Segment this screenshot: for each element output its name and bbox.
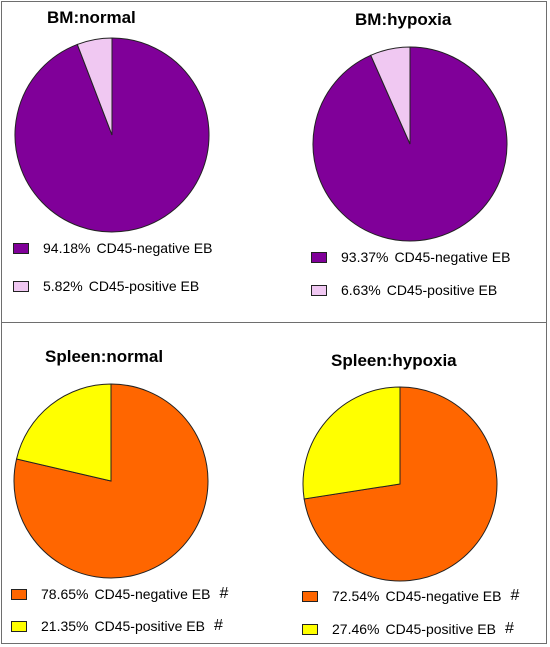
legend-swatch bbox=[311, 251, 327, 263]
legend-item: 21.35% CD45-positive EB # bbox=[11, 617, 223, 635]
chart-title: BM:normal bbox=[47, 8, 136, 27]
legend-swatch bbox=[11, 620, 27, 632]
legend-item: 72.54% CD45-negative EB # bbox=[302, 587, 519, 605]
slice-label: CD45-negative EB bbox=[385, 588, 502, 604]
slice-percent: 72.54% bbox=[332, 588, 380, 604]
legend-item: 78.65% CD45-negative EB # bbox=[11, 585, 228, 603]
slice-label: CD45-negative EB bbox=[394, 249, 511, 265]
chart-title: Spleen:hypoxia bbox=[331, 351, 457, 370]
slice-label: CD45-positive EB bbox=[386, 282, 498, 298]
legend-item: 93.37% CD45-negative EB bbox=[311, 249, 510, 265]
pie-slice-cd45-positive bbox=[302, 386, 401, 500]
significance-mark: # bbox=[219, 585, 229, 602]
legend-item: 27.46% CD45-positive EB # bbox=[302, 620, 514, 638]
slice-label: CD45-positive EB bbox=[94, 618, 205, 634]
slice-label: CD45-negative EB bbox=[94, 586, 211, 602]
slice-percent: 27.46% bbox=[332, 621, 380, 637]
pie-slice-cd45-positive bbox=[15, 383, 112, 482]
legend-item: 5.82% CD45-positive EB bbox=[13, 278, 199, 294]
pie-slice-cd45-negative bbox=[303, 386, 498, 582]
significance-mark: # bbox=[510, 587, 520, 604]
legend-swatch bbox=[302, 590, 318, 602]
legend-item: 94.18% CD45-negative EB bbox=[13, 240, 212, 256]
significance-mark: # bbox=[504, 620, 514, 637]
chart-title: BM:hypoxia bbox=[355, 10, 452, 29]
slice-label: CD45-positive EB bbox=[385, 621, 496, 637]
legend-swatch bbox=[311, 284, 327, 296]
legend-swatch bbox=[302, 623, 318, 635]
slice-percent: 93.37% bbox=[341, 249, 389, 265]
pie-slice-cd45-positive bbox=[370, 46, 411, 145]
slice-percent: 21.35% bbox=[41, 618, 89, 634]
slice-label: CD45-negative EB bbox=[96, 240, 213, 256]
slice-percent: 94.18% bbox=[43, 240, 91, 256]
slice-percent: 6.63% bbox=[341, 282, 381, 298]
row-divider bbox=[2, 322, 547, 323]
slice-label: CD45-positive EB bbox=[88, 278, 200, 294]
legend-swatch bbox=[11, 588, 27, 600]
slice-percent: 5.82% bbox=[43, 278, 83, 294]
chart-title: Spleen:normal bbox=[45, 347, 164, 366]
slice-percent: 78.65% bbox=[41, 586, 89, 602]
significance-mark: # bbox=[213, 617, 223, 634]
pie-slice-cd45-negative bbox=[312, 46, 508, 242]
pie-slice-cd45-positive bbox=[76, 37, 113, 136]
legend-swatch bbox=[13, 280, 29, 292]
legend-item: 6.63% CD45-positive EB bbox=[311, 282, 497, 298]
legend-swatch bbox=[13, 242, 29, 254]
